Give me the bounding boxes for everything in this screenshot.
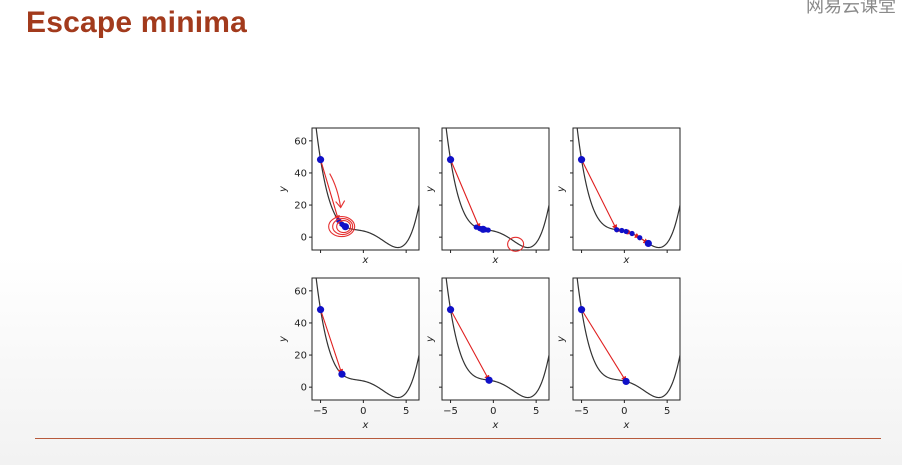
iterate-point	[644, 239, 652, 248]
y-tick-label: 0	[301, 233, 307, 244]
iterate-point	[629, 230, 635, 237]
iterate-point	[446, 156, 455, 164]
subplot-top-middle: xy	[425, 127, 550, 266]
loss-curve	[315, 278, 419, 399]
iterate-point	[614, 227, 620, 233]
loss-curve	[315, 128, 419, 249]
y-axis-label: y	[425, 185, 436, 193]
plot-frame	[441, 127, 550, 251]
annotation-circle	[332, 218, 354, 236]
x-axis-label: x	[362, 255, 369, 266]
annotation-arrowhead	[335, 200, 346, 209]
iterate-point	[446, 306, 455, 314]
iterate-point	[622, 377, 630, 386]
x-tick-label: 5	[403, 406, 409, 417]
iterate-point	[316, 306, 325, 314]
subplot-top-left: 0 20 40 60 x y	[278, 127, 420, 266]
y-tick-label: 40	[294, 318, 307, 329]
iterate-point	[619, 227, 625, 234]
annotation-circle	[336, 220, 352, 234]
step-arrow	[581, 309, 627, 382]
x-tick-label: 5	[664, 406, 670, 417]
step-arrow	[450, 159, 481, 229]
y-tick-label: 0	[301, 383, 307, 394]
iterate-point	[637, 235, 643, 241]
step-arrow	[320, 309, 344, 375]
x-axis-label: x	[362, 420, 369, 431]
step-arrow	[581, 159, 618, 231]
y-axis-label: y	[425, 335, 436, 343]
loss-curve	[445, 128, 549, 249]
x-tick-label: 5	[533, 406, 539, 417]
iterate-point	[341, 223, 349, 231]
subplot-bottom-left: 0 20 40 60 −5 0 5 x y	[278, 277, 420, 431]
iterate-point	[623, 228, 629, 235]
x-tick-label: −5	[574, 406, 589, 417]
plot-frame	[441, 277, 550, 401]
iterate-point	[485, 376, 493, 384]
annotation-circle	[328, 216, 356, 238]
slide-title: Escape minima	[26, 6, 248, 39]
x-tick-label: −5	[443, 406, 458, 417]
iterate-point	[479, 225, 487, 233]
subplot-bottom-middle: −5 0 5 x y	[425, 277, 550, 431]
loss-curve	[445, 278, 549, 399]
footer-rule	[35, 438, 881, 439]
y-axis-label: y	[556, 335, 567, 343]
x-axis-label: x	[492, 420, 499, 431]
annotation-arrow	[329, 173, 342, 208]
y-axis-label: y	[278, 185, 289, 193]
y-tick-label: 20	[294, 351, 307, 362]
y-axis-label: y	[278, 335, 289, 343]
y-tick-label: 60	[294, 286, 307, 297]
brand-logo: 网易云课堂	[806, 0, 896, 17]
x-tick-label: −5	[313, 406, 328, 417]
iterate-point	[473, 224, 479, 230]
annotation-circle	[507, 236, 525, 252]
y-tick-label: 40	[294, 168, 307, 179]
escape-minima-figure: 0 20 40 60 x y x y x y 0 20 40 60 −5 0 5 x y −5 0 5 x y −5 0 5 x y	[260, 118, 690, 438]
iterate-point	[316, 156, 325, 164]
x-axis-label: x	[623, 255, 630, 266]
iterate-point	[485, 227, 491, 233]
x-tick-label: 0	[360, 406, 366, 417]
step-arrow	[320, 159, 340, 221]
x-axis-label: x	[492, 255, 499, 266]
x-tick-label: 0	[621, 406, 627, 417]
x-axis-label: x	[623, 420, 630, 431]
iterate-point	[577, 156, 586, 164]
y-tick-label: 20	[294, 201, 307, 212]
subplot-bottom-right: −5 0 5 x y	[556, 277, 681, 431]
y-tick-label: 60	[294, 136, 307, 147]
iterate-point	[577, 306, 586, 314]
iterate-point	[338, 370, 346, 378]
x-tick-label: 0	[490, 406, 496, 417]
subplot-top-right: xy	[556, 127, 681, 266]
step-arrow	[450, 309, 490, 381]
y-axis-label: y	[556, 185, 567, 193]
